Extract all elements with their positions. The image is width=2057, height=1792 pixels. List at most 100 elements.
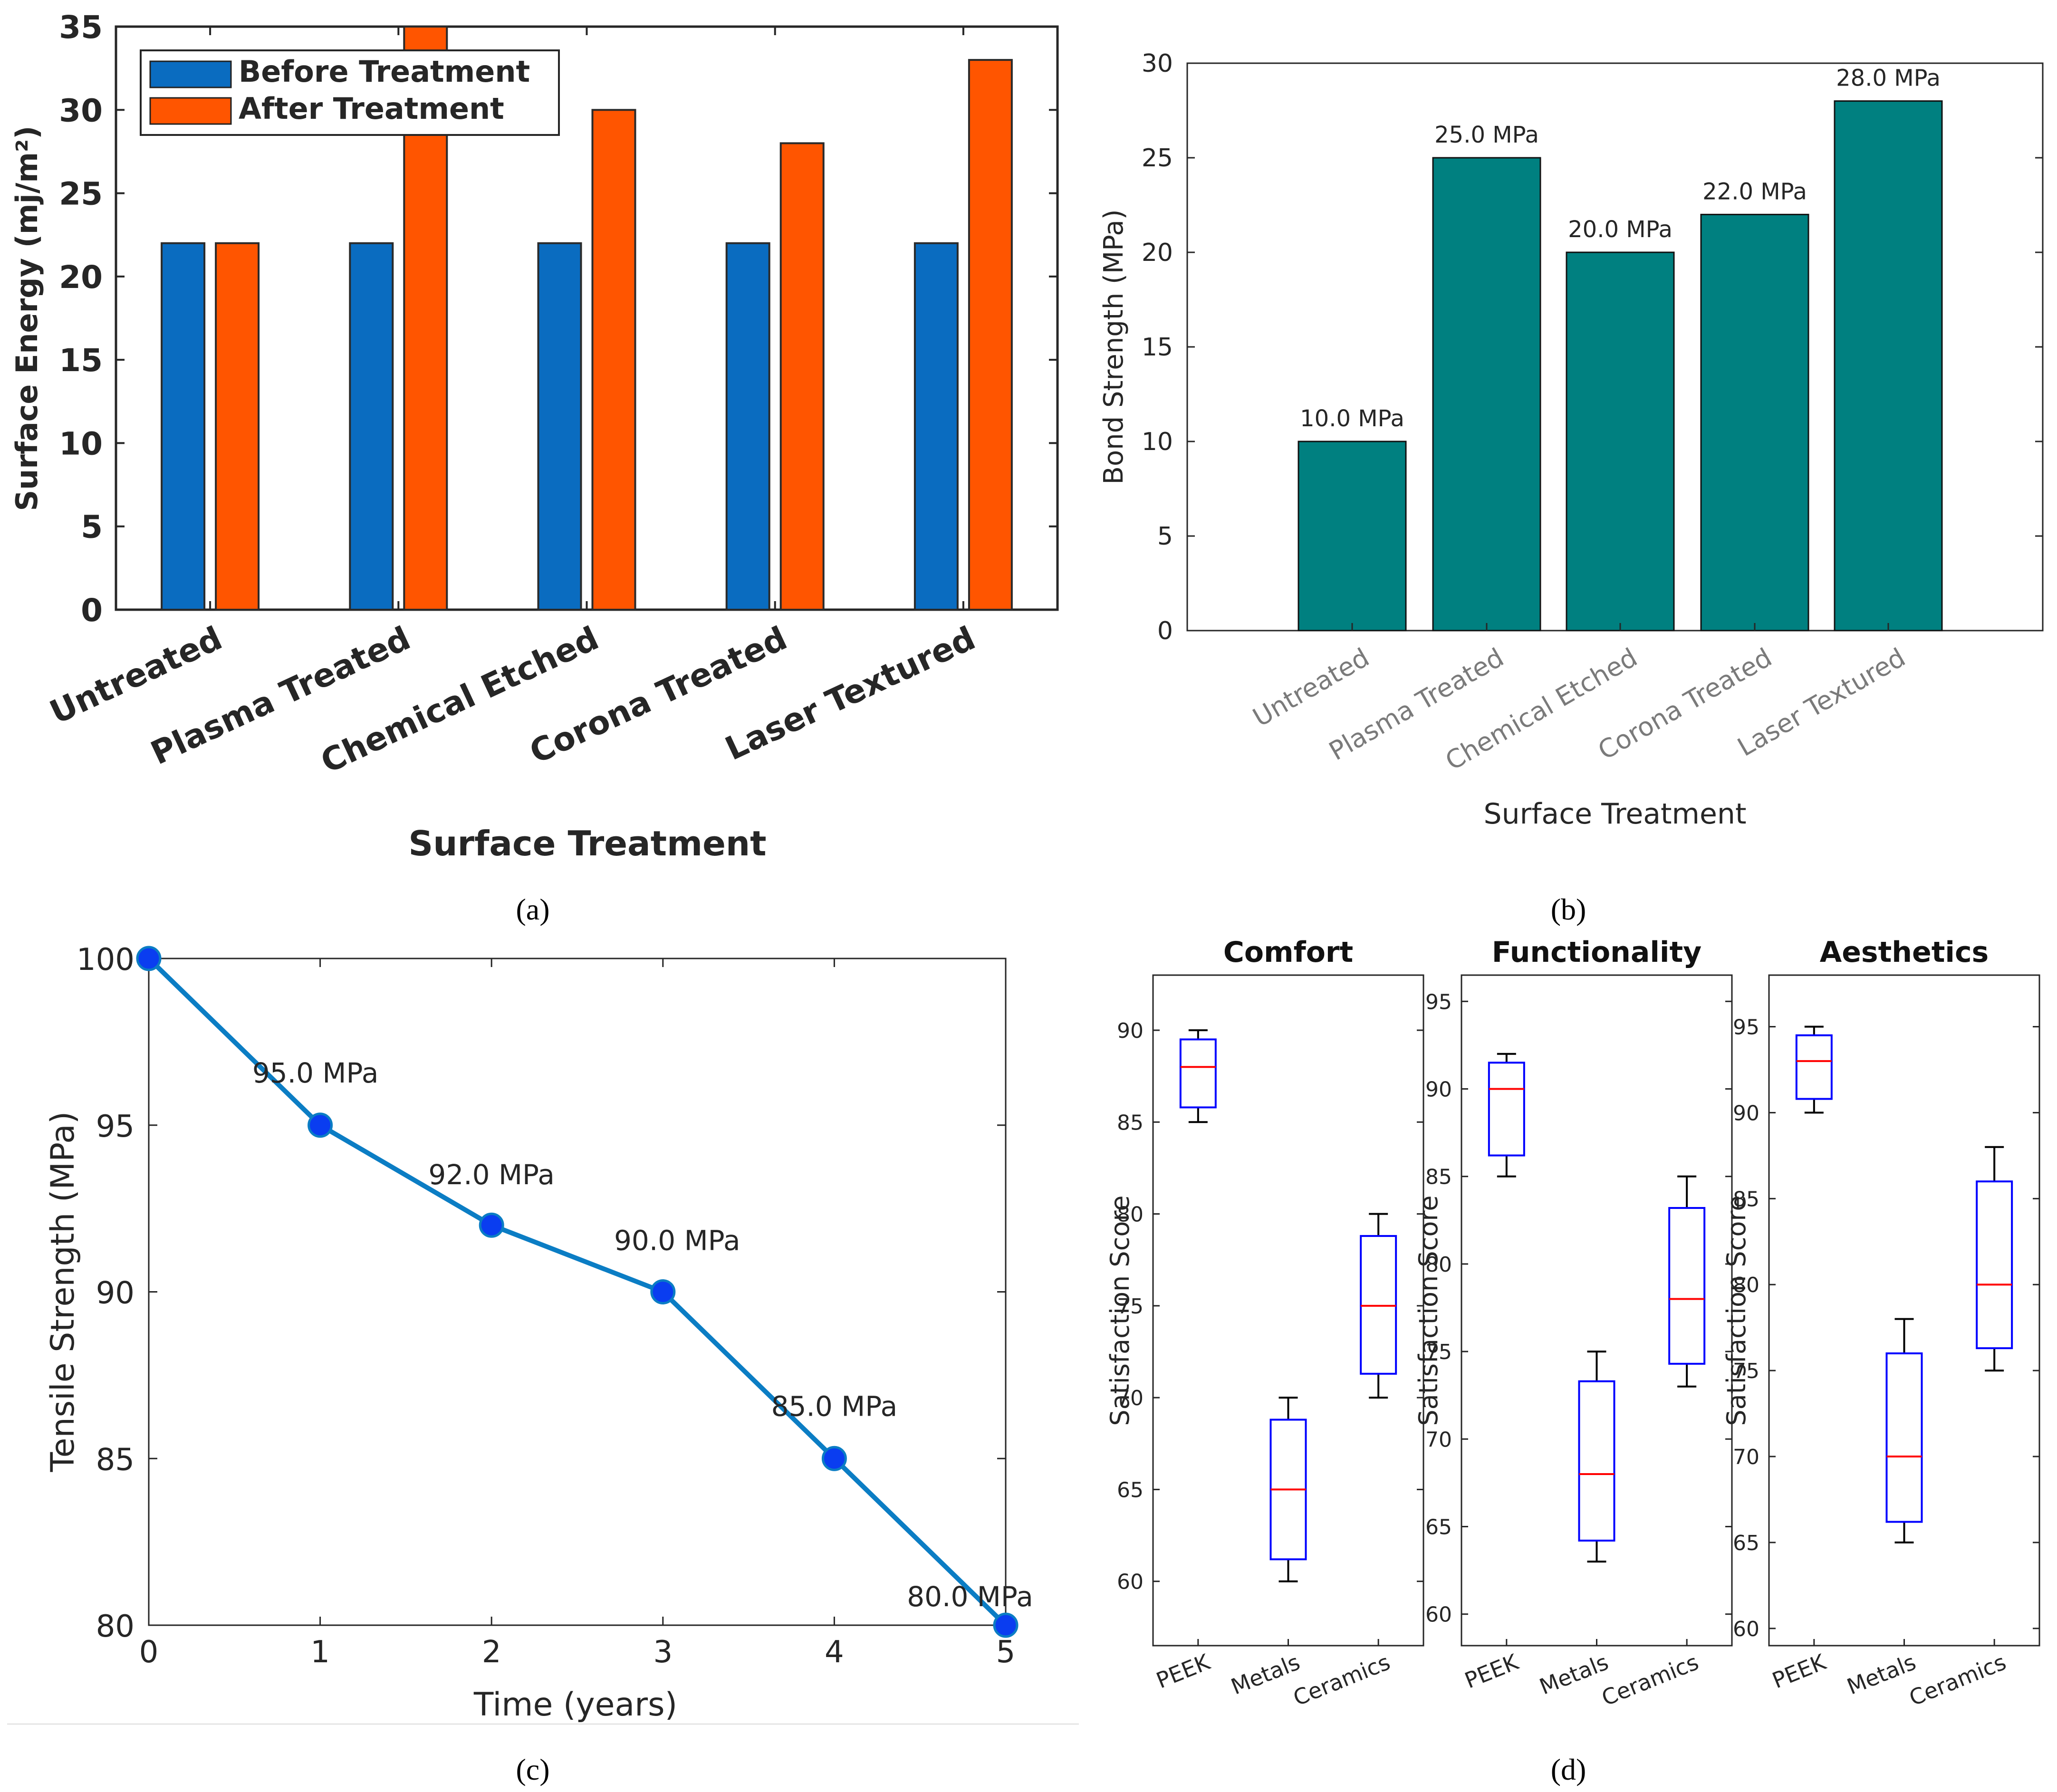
y-tick-label: 15 [1142, 333, 1173, 362]
data-point [136, 946, 162, 971]
subplot-frame [1768, 974, 2040, 1647]
data-label: 90.0 MPa [614, 1225, 740, 1257]
y-tick-label: 25 [59, 176, 103, 212]
panel-label-d: (d) [1551, 1753, 1586, 1786]
y-tick-label: 85 [96, 1442, 135, 1477]
box-functionality-metals [1578, 1351, 1615, 1563]
data-label-plasma-treated: 25.0 MPa [1434, 122, 1539, 148]
bar-after-treatment-untreated [215, 242, 260, 611]
iqr-box [1795, 1034, 1833, 1100]
iqr-box [1179, 1038, 1217, 1109]
data-point [993, 1612, 1019, 1638]
bar-before-treatment-laser-textured [913, 242, 959, 611]
y-tick-label: 60 [1117, 1570, 1144, 1594]
y-tick-label: 10 [1142, 428, 1173, 456]
box-comfort-metals [1269, 1397, 1307, 1582]
data-label: 95.0 MPa [252, 1057, 379, 1089]
bar-before-treatment-untreated [161, 242, 206, 611]
box-comfort-peek [1179, 1029, 1217, 1123]
y-tick-label: 90 [1425, 1077, 1452, 1102]
panel-c-plot-area [148, 958, 1007, 1626]
data-label: 92.0 MPa [428, 1159, 555, 1191]
y-tick-label: 5 [1157, 522, 1173, 551]
bar-after-treatment-corona-treated [779, 142, 825, 611]
y-tick-label: 20 [59, 259, 103, 296]
box-functionality-peek [1488, 1053, 1525, 1178]
y-tick-label: 20 [1142, 239, 1173, 267]
iqr-box [1668, 1207, 1706, 1365]
data-label: 85.0 MPa [771, 1390, 898, 1422]
y-tick-label: 75 [1117, 1294, 1144, 1319]
y-tick-label: 80 [96, 1609, 135, 1644]
legend-swatch-after [149, 97, 232, 125]
bar-untreated [1298, 441, 1407, 632]
y-tick-label: 95 [1733, 1016, 1759, 1040]
panel-label-c: (c) [516, 1753, 549, 1786]
subplot-title: Functionality [1492, 936, 1702, 969]
subplot-title: Aesthetics [1820, 936, 1989, 969]
x-tick-label: 3 [653, 1635, 673, 1670]
y-tick-label: 70 [1425, 1428, 1452, 1452]
y-tick-label: 90 [1117, 1019, 1144, 1043]
subplot-y-axis-label: Satisfaction Score [1413, 1195, 1443, 1426]
y-tick-label: 25 [1142, 144, 1173, 172]
data-point [821, 1446, 847, 1471]
y-tick-label: 65 [1425, 1515, 1452, 1539]
box-aesthetics-peek [1795, 1025, 1833, 1114]
subplot-y-axis-label: Satisfaction Score [1105, 1195, 1135, 1426]
subplot-frame [1461, 974, 1733, 1647]
y-tick-label: 30 [1142, 49, 1173, 78]
bar-before-treatment-chemical-etched [537, 242, 582, 611]
bar-after-treatment-laser-textured [968, 59, 1013, 611]
iqr-box [1578, 1380, 1615, 1542]
legend-swatch-before [149, 60, 232, 88]
y-tick-label: 0 [81, 592, 103, 629]
bar-before-treatment-corona-treated [725, 242, 770, 611]
data-label-corona-treated: 22.0 MPa [1702, 178, 1807, 205]
y-tick-label: 65 [1117, 1478, 1144, 1502]
y-tick-label: 5 [81, 509, 103, 546]
y-tick-label: 95 [1425, 990, 1452, 1014]
x-tick-label: 5 [996, 1635, 1016, 1670]
x-tick-label: 1 [310, 1635, 330, 1670]
data-label-laser-textured: 28.0 MPa [1836, 65, 1941, 92]
panel-c-x-axis-label: Time (years) [473, 1686, 677, 1724]
subplot-title: Comfort [1223, 936, 1353, 969]
y-tick-label: 95 [96, 1109, 135, 1144]
y-tick-label: 80 [1117, 1203, 1144, 1227]
box-functionality-ceramics [1668, 1175, 1706, 1388]
y-tick-label: 90 [1733, 1101, 1759, 1125]
y-tick-label: 30 [59, 92, 103, 129]
y-tick-label: 65 [1733, 1531, 1759, 1555]
x-tick-label: 2 [482, 1635, 501, 1670]
subplot-aesthetics: Aesthetics Satisfaction Score 60 65 70 75 80 85… [1721, 936, 2040, 1711]
x-tick-label: 4 [825, 1635, 844, 1670]
bar-after-treatment-chemical-etched [591, 109, 636, 611]
y-tick-label: 80 [1733, 1273, 1759, 1297]
data-label: 80.0 MPa [907, 1581, 1033, 1613]
y-tick-label: 100 [77, 942, 135, 977]
panel-c-y-axis-label: Tensile Strength (MPa) [44, 1112, 82, 1473]
iqr-box [1488, 1062, 1525, 1157]
data-point [308, 1112, 333, 1138]
box-aesthetics-ceramics [1976, 1146, 2013, 1372]
subplot-frame [1152, 974, 1424, 1647]
y-tick-label: 60 [1733, 1617, 1759, 1641]
y-tick-label: 60 [1425, 1603, 1452, 1627]
y-tick-label: 70 [1117, 1386, 1144, 1410]
panel-c-tensile-strength-chart: 95.0 MPa 92.0 MPa 90.0 MPa 85.0 MPa 80.0 MPa… [7, 942, 1079, 1786]
bar-plasma-treated [1432, 157, 1541, 632]
panel-b-y-axis-label: Bond Strength (MPa) [1098, 209, 1129, 484]
series-line [147, 957, 1008, 1627]
y-tick-label: 10 [59, 425, 103, 462]
y-tick-label: 75 [1733, 1359, 1759, 1383]
bar-before-treatment-plasma-treated [349, 242, 394, 611]
y-tick-label: 90 [96, 1276, 135, 1311]
y-tick-label: 70 [1733, 1445, 1759, 1469]
y-tick-label: 85 [1117, 1111, 1144, 1135]
legend-label-before: Before Treatment [239, 54, 530, 89]
panel-a-x-axis-label: Surface Treatment [408, 824, 766, 863]
data-label-chemical-etched: 20.0 MPa [1568, 216, 1673, 243]
y-tick-label: 85 [1733, 1187, 1759, 1211]
